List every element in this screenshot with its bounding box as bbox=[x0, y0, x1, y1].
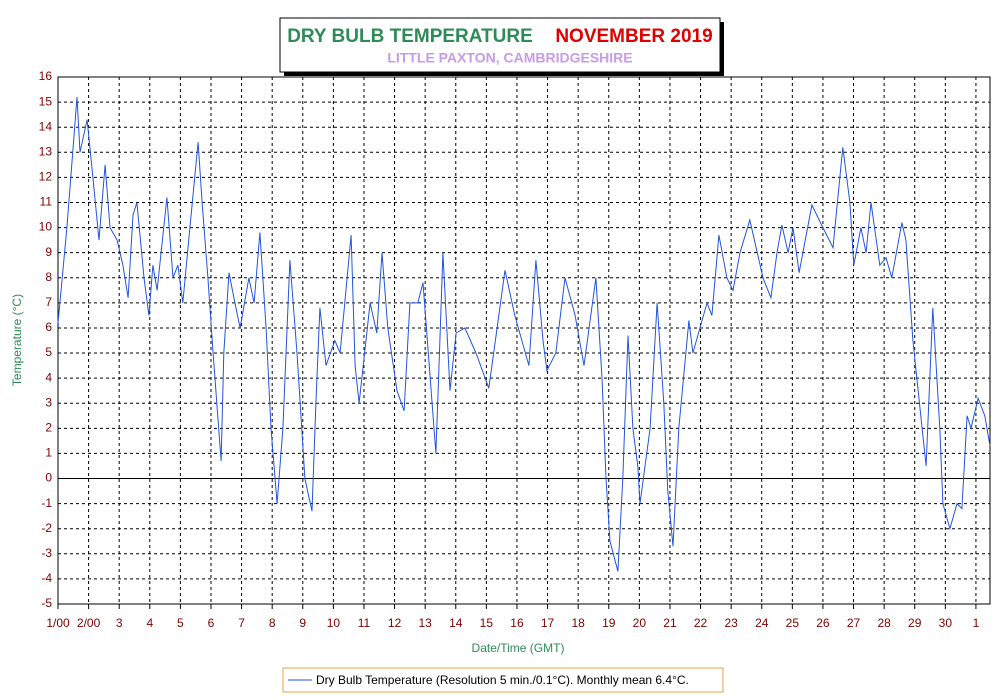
y-tick-label: 0 bbox=[45, 471, 52, 485]
x-axis-label: Date/Time (GMT) bbox=[472, 641, 565, 655]
plot-area bbox=[58, 77, 990, 604]
y-tick-label: 15 bbox=[39, 94, 53, 108]
y-tick-label: 3 bbox=[45, 395, 52, 409]
legend-box bbox=[282, 667, 724, 693]
y-tick-label: 5 bbox=[45, 345, 52, 359]
x-tick-label: 16 bbox=[510, 616, 524, 630]
x-tick-label: 17 bbox=[541, 616, 555, 630]
y-axis-label: Temperature (°C) bbox=[10, 294, 24, 386]
x-tick-label: 1 bbox=[973, 616, 980, 630]
y-tick-label: 7 bbox=[45, 295, 52, 309]
y-tick-label: 13 bbox=[39, 144, 53, 158]
x-tick-label: 29 bbox=[908, 616, 922, 630]
y-tick-label: -2 bbox=[41, 521, 52, 535]
x-tick-label: 4 bbox=[146, 616, 153, 630]
x-tick-label: 22 bbox=[694, 616, 708, 630]
y-tick-label: 2 bbox=[45, 421, 52, 435]
x-tick-label: 5 bbox=[177, 616, 184, 630]
chart-title: DRY BULB TEMPERATURE bbox=[287, 26, 533, 47]
data-line bbox=[57, 97, 991, 572]
x-tick-label: 6 bbox=[208, 616, 215, 630]
x-tick-label: 21 bbox=[663, 616, 677, 630]
y-tick-label: 9 bbox=[45, 245, 52, 259]
y-tick-label: 11 bbox=[40, 195, 53, 209]
y-tick-label: 8 bbox=[45, 270, 52, 284]
y-tick-label: -3 bbox=[41, 546, 52, 560]
x-tick-label: 1/00 bbox=[46, 616, 70, 630]
x-tick-label: 26 bbox=[816, 616, 830, 630]
y-tick-label: 16 bbox=[39, 69, 53, 83]
y-tick-label: -1 bbox=[41, 496, 52, 510]
x-tick-label: 10 bbox=[327, 616, 341, 630]
y-tick-label: 1 bbox=[45, 446, 52, 460]
x-tick-label: 20 bbox=[633, 616, 647, 630]
y-tick-label: -4 bbox=[41, 571, 52, 585]
y-tick-label: -5 bbox=[41, 596, 52, 610]
y-tick-label: 4 bbox=[45, 370, 52, 384]
x-tick-label: 9 bbox=[299, 616, 306, 630]
x-tick-label: 28 bbox=[877, 616, 891, 630]
legend-label: Dry Bulb Temperature (Resolution 5 min./… bbox=[316, 673, 689, 687]
x-tick-label: 8 bbox=[269, 616, 276, 630]
x-tick-label: 15 bbox=[480, 616, 494, 630]
x-tick-label: 24 bbox=[755, 616, 769, 630]
chart-subtitle: LITTLE PAXTON, CAMBRIDGESHIRE bbox=[387, 50, 632, 66]
x-tick-label: 25 bbox=[786, 616, 800, 630]
y-tick-label: 6 bbox=[45, 320, 52, 334]
x-tick-label: 14 bbox=[449, 616, 463, 630]
x-tick-label: 30 bbox=[939, 616, 953, 630]
x-tick-label: 19 bbox=[602, 616, 616, 630]
chart-period: NOVEMBER 2019 bbox=[555, 26, 712, 47]
x-tick-label: 7 bbox=[238, 616, 245, 630]
title-box bbox=[279, 17, 721, 73]
x-tick-label: 27 bbox=[847, 616, 861, 630]
y-tick-label: 10 bbox=[39, 220, 53, 234]
plot-border bbox=[57, 76, 991, 605]
y-tick-label: 12 bbox=[39, 170, 53, 184]
x-tick-label: 11 bbox=[358, 616, 371, 630]
x-tick-label: 13 bbox=[418, 616, 432, 630]
x-tick-label: 12 bbox=[388, 616, 402, 630]
x-tick-label: 2/00 bbox=[77, 616, 101, 630]
x-tick-label: 3 bbox=[116, 616, 123, 630]
x-tick-label: 23 bbox=[724, 616, 738, 630]
y-tick-label: 14 bbox=[39, 119, 53, 133]
x-tick-label: 18 bbox=[571, 616, 585, 630]
